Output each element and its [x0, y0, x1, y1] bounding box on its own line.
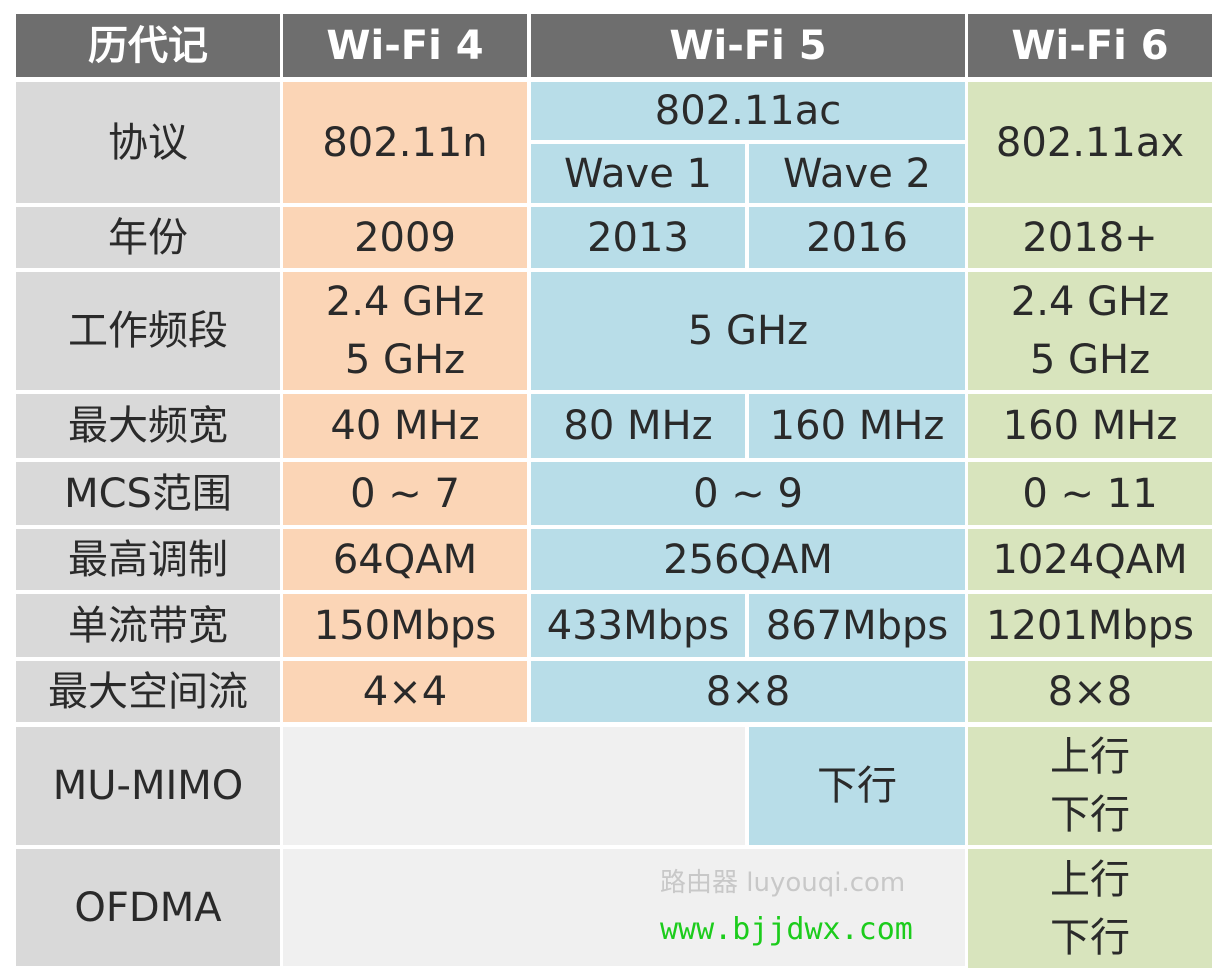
cell-streambw-wave2: 867Mbps [749, 594, 965, 657]
cell-band-wifi4: 2.4 GHz 5 GHz [283, 272, 527, 390]
cell-maxwidth-wifi4: 40 MHz [283, 394, 527, 458]
cell-modulation-wifi4: 64QAM [283, 529, 527, 590]
cell-year-wifi4: 2009 [283, 207, 527, 268]
label-mumimo: MU-MIMO [16, 727, 280, 845]
cell-protocol-wifi6: 802.11ax [968, 82, 1212, 203]
cell-mcs-wifi5: 0 ~ 9 [531, 462, 965, 525]
header-wifi5: Wi-Fi 5 [531, 14, 965, 77]
label-spatial: 最大空间流 [16, 661, 280, 722]
cell-modulation-wifi5: 256QAM [531, 529, 965, 590]
cell-streambw-wifi6: 1201Mbps [968, 594, 1212, 657]
label-mcs: MCS范围 [16, 462, 280, 525]
cell-year-wifi6: 2018+ [968, 207, 1212, 268]
cell-spatial-wifi6: 8×8 [968, 661, 1212, 722]
cell-spatial-wifi4: 4×4 [283, 661, 527, 722]
cell-mcs-wifi4: 0 ~ 7 [283, 462, 527, 525]
cell-mumimo-wifi6: 上行 下行 [968, 727, 1212, 845]
cell-maxwidth-wifi6: 160 MHz [968, 394, 1212, 458]
cell-modulation-wifi6: 1024QAM [968, 529, 1212, 590]
cell-ofdma-empty [283, 849, 965, 966]
cell-maxwidth-wave2: 160 MHz [749, 394, 965, 458]
label-year: 年份 [16, 207, 280, 268]
cell-protocol-wave1: Wave 1 [531, 144, 745, 203]
header-generation: 历代记 [16, 14, 280, 77]
cell-spatial-wifi5: 8×8 [531, 661, 965, 722]
label-ofdma: OFDMA [16, 849, 280, 966]
cell-mcs-wifi6: 0 ~ 11 [968, 462, 1212, 525]
cell-band-wifi5: 5 GHz [531, 272, 965, 390]
cell-year-wave2: 2016 [749, 207, 965, 268]
header-wifi4: Wi-Fi 4 [283, 14, 527, 77]
luyouqi-watermark: 路由器 luyouqi.com [660, 868, 906, 898]
cell-streambw-wifi4: 150Mbps [283, 594, 527, 657]
cell-ofdma-wifi6: 上行 下行 [968, 849, 1212, 968]
header-wifi6: Wi-Fi 6 [968, 14, 1212, 77]
cell-protocol-wave2: Wave 2 [749, 144, 965, 203]
cell-protocol-wifi4: 802.11n [283, 82, 527, 203]
label-band: 工作频段 [16, 272, 280, 390]
cell-year-wave1: 2013 [531, 207, 745, 268]
cell-mumimo-wave2: 下行 [749, 727, 965, 845]
label-protocol: 协议 [16, 82, 280, 203]
label-stream-bw: 单流带宽 [16, 594, 280, 657]
cell-streambw-wave1: 433Mbps [531, 594, 745, 657]
cell-maxwidth-wave1: 80 MHz [531, 394, 745, 458]
site-watermark: www.bjjdwx.com [660, 912, 913, 947]
label-max-width: 最大频宽 [16, 394, 280, 458]
cell-mumimo-empty [283, 727, 745, 845]
cell-band-wifi6: 2.4 GHz 5 GHz [968, 272, 1212, 390]
cell-protocol-wifi5: 802.11ac [531, 82, 965, 140]
label-modulation: 最高调制 [16, 529, 280, 590]
